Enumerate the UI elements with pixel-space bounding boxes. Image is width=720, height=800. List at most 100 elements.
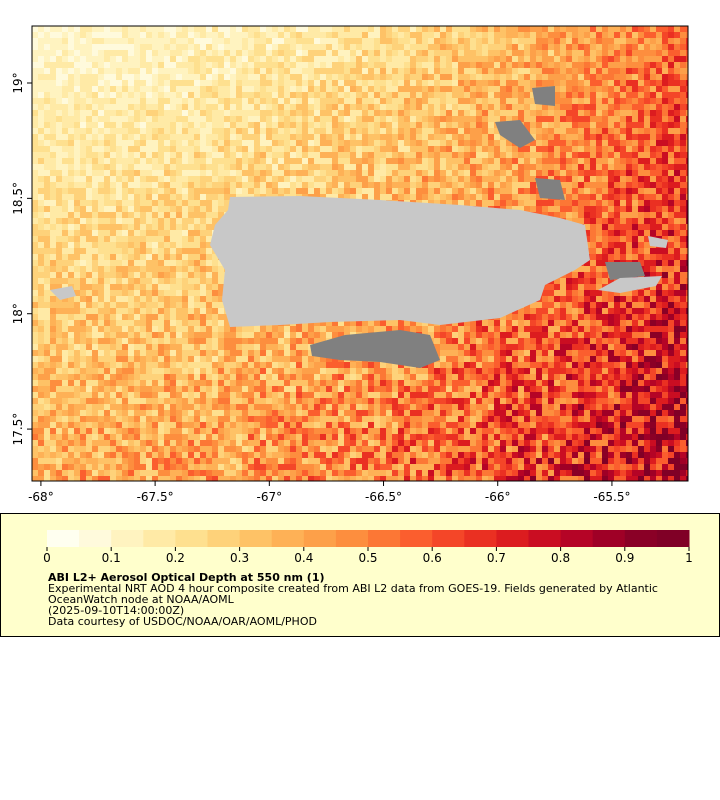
aod-cell — [86, 104, 92, 110]
aod-cell — [50, 188, 56, 194]
aod-cell — [560, 92, 566, 98]
aod-cell — [302, 104, 308, 110]
aod-cell — [134, 56, 140, 62]
aod-cell — [320, 62, 326, 68]
aod-cell — [470, 164, 476, 170]
aod-cell — [560, 212, 566, 218]
aod-cell — [50, 146, 56, 152]
aod-cell — [398, 68, 404, 74]
aod-cell — [656, 26, 662, 32]
aod-cell — [458, 182, 464, 188]
aod-cell — [188, 140, 194, 146]
aod-cell — [332, 104, 338, 110]
aod-cell — [188, 158, 194, 164]
aod-cell — [116, 290, 122, 296]
aod-cell — [74, 74, 80, 80]
aod-cell — [470, 188, 476, 194]
aod-cell — [266, 56, 272, 62]
aod-cell — [170, 266, 176, 272]
aod-cell — [50, 278, 56, 284]
aod-cell — [296, 152, 302, 158]
aod-cell — [608, 206, 614, 212]
aod-cell — [218, 44, 224, 50]
aod-cell — [284, 50, 290, 56]
aod-cell — [98, 26, 104, 32]
aod-cell — [362, 86, 368, 92]
aod-cell — [440, 110, 446, 116]
aod-cell — [86, 32, 92, 38]
aod-cell — [80, 74, 86, 80]
aod-cell — [104, 110, 110, 116]
aod-cell — [74, 194, 80, 200]
aod-cell — [80, 62, 86, 68]
aod-cell — [416, 26, 422, 32]
aod-cell — [464, 44, 470, 50]
aod-cell — [464, 188, 470, 194]
aod-cell — [410, 158, 416, 164]
aod-cell — [590, 266, 596, 272]
aod-cell — [134, 266, 140, 272]
aod-cell — [608, 182, 614, 188]
aod-cell — [650, 176, 656, 182]
aod-cell — [428, 128, 434, 134]
aod-cell — [110, 230, 116, 236]
aod-cell — [530, 140, 536, 146]
aod-cell — [200, 290, 206, 296]
aod-cell — [566, 212, 572, 218]
aod-cell — [290, 140, 296, 146]
aod-cell — [116, 230, 122, 236]
aod-cell — [476, 32, 482, 38]
aod-cell — [38, 224, 44, 230]
aod-cell — [626, 86, 632, 92]
aod-cell — [380, 68, 386, 74]
aod-cell — [404, 152, 410, 158]
aod-cell — [122, 44, 128, 50]
aod-cell — [182, 290, 188, 296]
aod-cell — [278, 56, 284, 62]
aod-cell — [320, 44, 326, 50]
aod-cell — [440, 86, 446, 92]
aod-cell — [578, 74, 584, 80]
aod-cell — [176, 122, 182, 128]
aod-cell — [140, 92, 146, 98]
aod-cell — [662, 254, 668, 260]
aod-cell — [686, 290, 688, 296]
aod-cell — [614, 182, 620, 188]
aod-cell — [602, 50, 608, 56]
aod-cell — [422, 158, 428, 164]
aod-cell — [200, 50, 206, 56]
aod-cell — [92, 170, 98, 176]
aod-cell — [626, 290, 632, 296]
aod-cell — [674, 224, 680, 230]
aod-cell — [188, 212, 194, 218]
aod-cell — [518, 32, 524, 38]
aod-cell — [260, 164, 266, 170]
aod-cell — [680, 284, 686, 290]
aod-cell — [626, 62, 632, 68]
aod-cell — [176, 248, 182, 254]
aod-cell — [194, 134, 200, 140]
aod-cell — [632, 140, 638, 146]
aod-cell — [128, 116, 134, 122]
aod-cell — [122, 146, 128, 152]
aod-cell — [152, 278, 158, 284]
aod-cell — [56, 110, 62, 116]
aod-cell — [32, 188, 38, 194]
aod-cell — [608, 290, 614, 296]
aod-cell — [374, 158, 380, 164]
aod-cell — [386, 164, 392, 170]
aod-cell — [152, 68, 158, 74]
aod-cell — [674, 272, 680, 278]
aod-cell — [182, 86, 188, 92]
aod-cell — [374, 122, 380, 128]
aod-cell — [392, 170, 398, 176]
aod-cell — [308, 152, 314, 158]
aod-cell — [638, 242, 644, 248]
aod-cell — [380, 104, 386, 110]
aod-cell — [668, 62, 674, 68]
aod-cell — [500, 104, 506, 110]
aod-cell — [134, 50, 140, 56]
aod-cell — [320, 26, 326, 32]
aod-cell — [38, 98, 44, 104]
aod-cell — [194, 188, 200, 194]
